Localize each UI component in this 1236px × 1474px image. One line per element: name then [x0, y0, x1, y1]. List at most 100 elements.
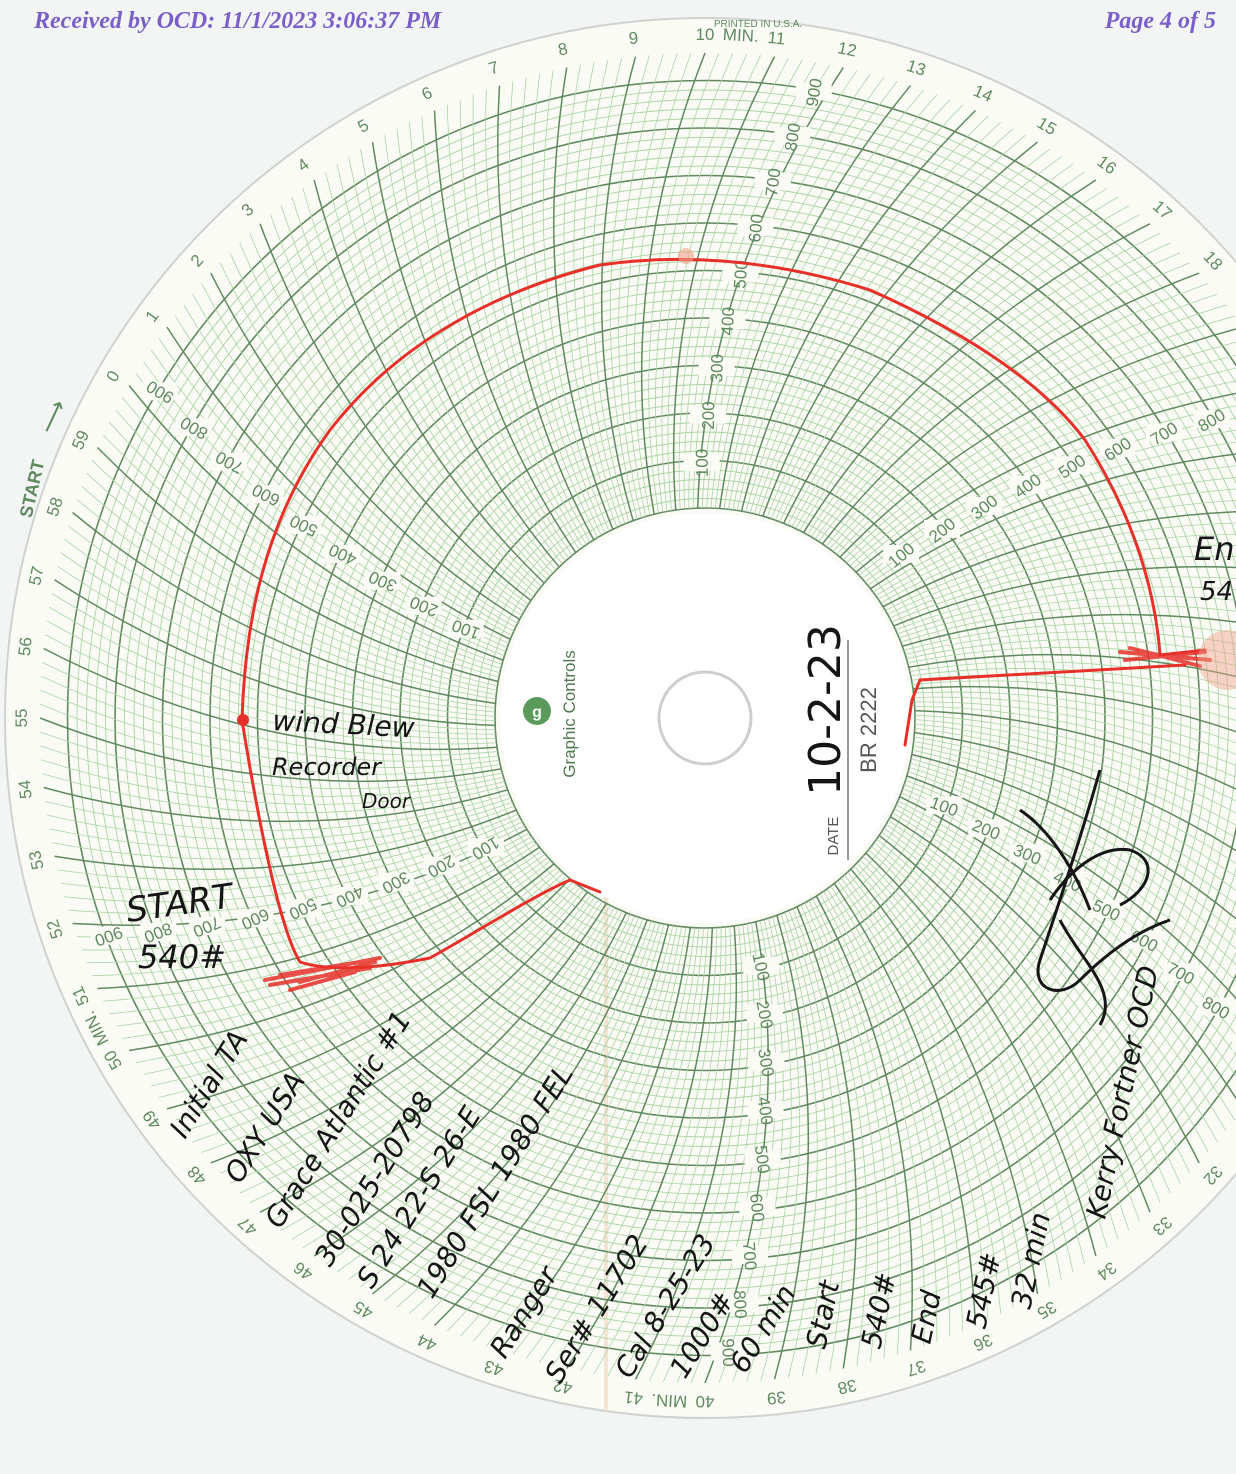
scale-label-bg [247, 485, 284, 504]
grid-arc [847, 871, 1026, 1301]
minute-tick-label: 41 [623, 1387, 644, 1408]
grid-arc [844, 874, 1014, 1308]
scale-label-bg [774, 127, 811, 146]
minute-tick-label: 13 [904, 56, 928, 80]
pressure-label: 500 [751, 1144, 774, 1175]
grid-arc [908, 766, 1236, 1027]
grid-arc [552, 927, 709, 1366]
grid-arc [259, 223, 532, 602]
grid-arc [890, 815, 1200, 1164]
scale-label-bg [883, 544, 920, 563]
grid-arc [86, 472, 497, 691]
scale-label-bg [747, 1100, 784, 1119]
minute-tick-label: 53 [25, 849, 48, 871]
grid-arc [914, 701, 1236, 830]
pressure-label: 500 [730, 260, 751, 290]
scale-label-bg [423, 856, 460, 875]
grid-arc [539, 927, 704, 1363]
grid-arc [876, 838, 1140, 1222]
grid-arc [122, 860, 552, 1039]
grid-arc [662, 924, 749, 1382]
grid-arc [640, 52, 706, 515]
grid-arc [68, 525, 496, 709]
grid-arc [498, 927, 692, 1351]
grid-arc [280, 907, 615, 1231]
scale-label-bg [1193, 410, 1230, 429]
grid-arc [249, 233, 529, 605]
grid-arc [81, 836, 532, 951]
scale-label-bg [141, 382, 178, 401]
grid-arc [485, 927, 687, 1347]
grid-arc [648, 925, 743, 1381]
grid-arc [97, 846, 540, 990]
grid-ring [171, 184, 1236, 1252]
grid-arc [859, 859, 1074, 1272]
scale-label-bg [924, 520, 961, 539]
grid-arc [609, 55, 650, 520]
grid-arc [302, 188, 542, 587]
grid-ring [485, 498, 925, 938]
grid-arc [804, 902, 879, 1363]
grid-arc [485, 89, 591, 543]
grid-arc [291, 196, 539, 591]
grid-arc [878, 485, 1236, 600]
grid-arc [746, 918, 792, 1382]
grid-arc [497, 85, 595, 541]
min-label: MIN. [651, 1390, 688, 1411]
grid-arc [421, 116, 573, 556]
grid-arc [909, 762, 1236, 1014]
scale-label-bg [1099, 438, 1136, 457]
grid-arc [60, 552, 496, 717]
grid-arc [60, 817, 521, 892]
grid-ring [285, 298, 1125, 1138]
grid-arc [912, 685, 1236, 789]
grid-arc [607, 926, 727, 1377]
grid-arc [896, 804, 1227, 1132]
grid-arc [409, 922, 661, 1314]
min-label: MIN. [722, 25, 759, 46]
scale-label-bg [364, 571, 401, 590]
grid-arc [815, 895, 913, 1351]
end-note: En 54 [1194, 530, 1235, 607]
grid-arc [109, 853, 546, 1015]
grid-arc [270, 214, 534, 598]
grid-arc [678, 58, 789, 510]
grid-ring [143, 156, 1236, 1280]
trace-return [903, 663, 1187, 747]
grid-arc [372, 919, 648, 1295]
grid-arc [49, 801, 513, 850]
scale-label-bg [737, 218, 774, 237]
grid-arc [433, 110, 577, 553]
grid-arc [459, 99, 584, 548]
scale-label-bg [467, 838, 504, 857]
grid-arc [914, 714, 1236, 871]
grid-arc [210, 272, 520, 621]
pressure-label: 800 [781, 122, 804, 153]
grid-arc [718, 920, 777, 1383]
grid-arc [770, 156, 1062, 519]
grid-arc [837, 880, 989, 1320]
grid-arc [758, 134, 1026, 516]
grid-arc [875, 472, 1236, 597]
grid-arc [856, 862, 1062, 1280]
minute-tick-label: 56 [15, 636, 36, 657]
scale-label-bg [447, 619, 484, 638]
grid-arc [109, 422, 501, 674]
grid-arc [618, 54, 664, 518]
grid-arc [291, 909, 619, 1240]
grid-arc [54, 809, 517, 870]
grid-ring [114, 127, 1236, 1309]
grid-arc [210, 891, 589, 1164]
grid-arc [796, 906, 857, 1369]
grid-arc [121, 397, 503, 665]
grid-arc [791, 196, 1119, 527]
scale-label-bg [1198, 997, 1235, 1016]
grid-arc [718, 85, 912, 509]
grid-arc [633, 53, 692, 516]
grid-ring [256, 269, 1154, 1167]
grid-arc [766, 148, 1050, 518]
grid-arc [749, 122, 1001, 514]
scale-label-bg [966, 496, 1003, 515]
grid-arc [68, 825, 525, 914]
grid-arc [583, 60, 626, 524]
